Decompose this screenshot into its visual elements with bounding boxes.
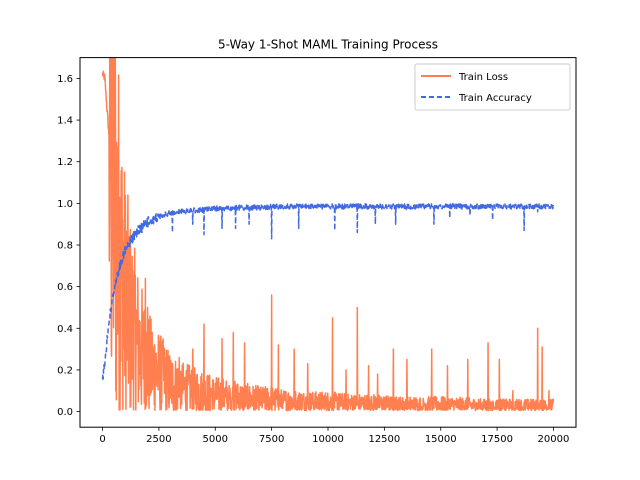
legend-label-train-accuracy: Train Accuracy [458,93,532,104]
series-line-train-loss [101,57,555,412]
chart-title: 5-Way 1-Shot MAML Training Process [218,38,438,52]
x-tick-label: 7500 [259,434,284,445]
x-tick-label: 20000 [538,434,570,445]
y-tick-label: 0.0 [57,407,73,418]
plot-area [101,57,555,412]
y-tick-label: 1.4 [57,116,73,127]
legend-label-train-loss: Train Loss [458,72,508,83]
x-tick-label: 0 [99,434,105,445]
y-tick-label: 0.6 [57,282,73,293]
legend-frame [414,63,571,111]
series-line-train-accuracy [101,203,555,380]
y-tick-label: 0.2 [57,365,73,376]
y-tick-label: 0.4 [57,324,73,335]
x-tick-label: 2500 [146,434,171,445]
x-tick-label: 5000 [203,434,228,445]
y-tick-label: 1.6 [57,74,73,85]
x-tick-label: 17500 [481,434,513,445]
y-tick-label: 0.8 [57,241,73,252]
legend: Train Loss Train Accuracy [414,63,571,111]
y-tick-label: 1.2 [57,157,73,168]
x-axis: 0 2500 5000 7500 10000 12500 15000 17500 20000 [99,427,569,445]
y-tick-label: 1.0 [57,199,73,210]
x-tick-label: 10000 [312,434,344,445]
y-axis: 0.0 0.2 0.4 0.6 0.8 1.0 1.2 1.4 1.6 [57,74,80,418]
x-tick-label: 15000 [425,434,457,445]
x-tick-label: 12500 [368,434,400,445]
